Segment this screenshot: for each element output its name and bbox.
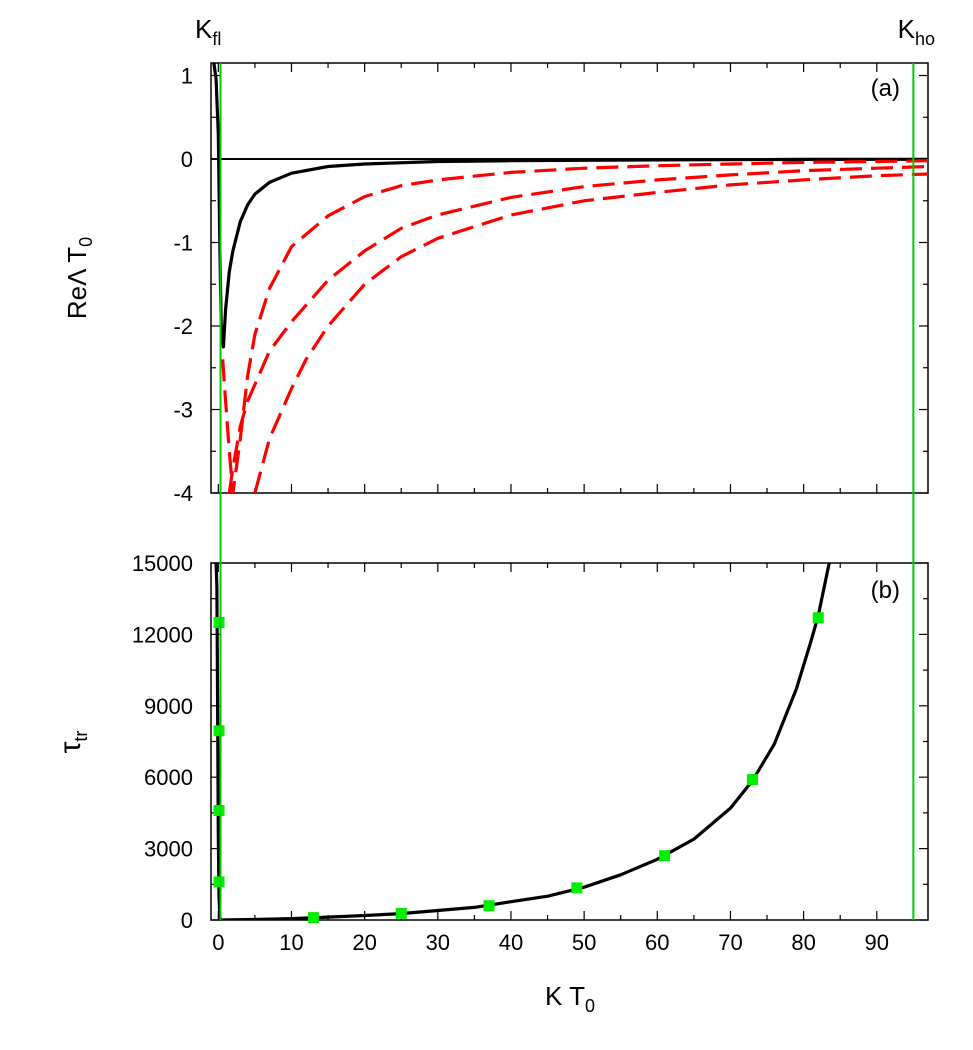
svg-text:ReΛ T0: ReΛ T0 (62, 237, 96, 319)
panel-b-y-label-main: τ (54, 741, 87, 753)
x-tick-label: 50 (572, 930, 596, 955)
vertical-line-label-fl: Kfl (195, 14, 221, 49)
x-tick-label: 70 (718, 930, 742, 955)
panel-a-y-axis-label: ReΛ T0 (62, 237, 96, 319)
panel-b-marker (746, 774, 758, 786)
panel-b-marker (483, 900, 495, 912)
x-tick-label: 60 (645, 930, 669, 955)
vertical-line-label-sub: ho (915, 29, 935, 49)
panel-a-series (211, 63, 928, 493)
y-tick-label: 15000 (132, 551, 193, 576)
y-tick-label: 3000 (144, 837, 193, 862)
x-tick-label: 40 (499, 930, 523, 955)
y-tick-label: 0 (181, 908, 193, 933)
x-tick-label: 80 (791, 930, 815, 955)
y-tick-label: -4 (173, 481, 193, 506)
x-label-main: K T (545, 981, 585, 1011)
panel-b-ticks: 0 10 20 30 40 50 60 70 80 90 0 3000 6000 9000 12000 150… (132, 551, 928, 955)
panel-a-frame (210, 62, 929, 494)
y-tick-label: -3 (173, 398, 193, 423)
panel-a-label: (a) (871, 75, 900, 102)
panel-b-y-label-sub: tr (71, 731, 91, 742)
panel-b-marker (395, 907, 407, 919)
panel-b-marker (213, 617, 225, 628)
panel-a-y-label-sub: 0 (76, 237, 96, 247)
panel-a-ticks: 1 0 -1 -2 -3 -4 (173, 63, 928, 506)
y-tick-label: 1 (181, 64, 193, 89)
panel-b-marker (812, 612, 824, 624)
panel-a-series-3-line (227, 164, 928, 493)
y-tick-label: 0 (181, 147, 193, 172)
x-tick-label: 10 (279, 930, 303, 955)
x-tick-label: 30 (426, 930, 450, 955)
panel-b-marker (571, 882, 583, 894)
x-tick-label: 20 (352, 930, 376, 955)
x-axis-label: K T0 (545, 981, 595, 1016)
y-tick-label: 6000 (144, 765, 193, 790)
vertical-line-label-ho: Kho (898, 14, 935, 49)
panel-b-marker (213, 805, 225, 817)
svg-text:τtr: τtr (54, 731, 91, 754)
panel-b-y-axis-label: τtr (54, 731, 91, 754)
panel-a-series-2-line (221, 159, 928, 493)
y-tick-label: -1 (173, 231, 193, 256)
panel-a-y-label-main: ReΛ T (62, 247, 92, 319)
panel-b-series (213, 563, 831, 924)
panel-b-label: (b) (871, 577, 900, 604)
panel-b-marker (213, 876, 225, 888)
panel-a: 10-1-2-3-4 (a) ReΛ T0 (62, 62, 929, 506)
panel-b-series-2-line (220, 563, 831, 920)
vertical-line-label-sub: fl (212, 29, 221, 49)
panel-b-marker (213, 725, 225, 737)
y-tick-label: 12000 (132, 622, 193, 647)
x-tick-label: 90 (865, 930, 889, 955)
vertical-reference-lines: Kfl Kho (195, 14, 935, 920)
vertical-line-label-main: K (898, 14, 916, 44)
panel-b-marker (307, 912, 319, 924)
panel-b: 0 10 20 30 40 50 60 70 80 90 0 3000 6000 9000 12000 150… (54, 551, 929, 1016)
y-tick-label: -2 (173, 314, 193, 339)
x-label-sub: 0 (585, 996, 595, 1016)
y-tick-label: 9000 (144, 694, 193, 719)
panel-b-marker (659, 850, 671, 862)
x-tick-label: 0 (212, 930, 224, 955)
vertical-line-label-main: K (195, 14, 213, 44)
panel-a-series-1-line (212, 63, 928, 349)
panel-a-series-4-line (253, 172, 928, 493)
